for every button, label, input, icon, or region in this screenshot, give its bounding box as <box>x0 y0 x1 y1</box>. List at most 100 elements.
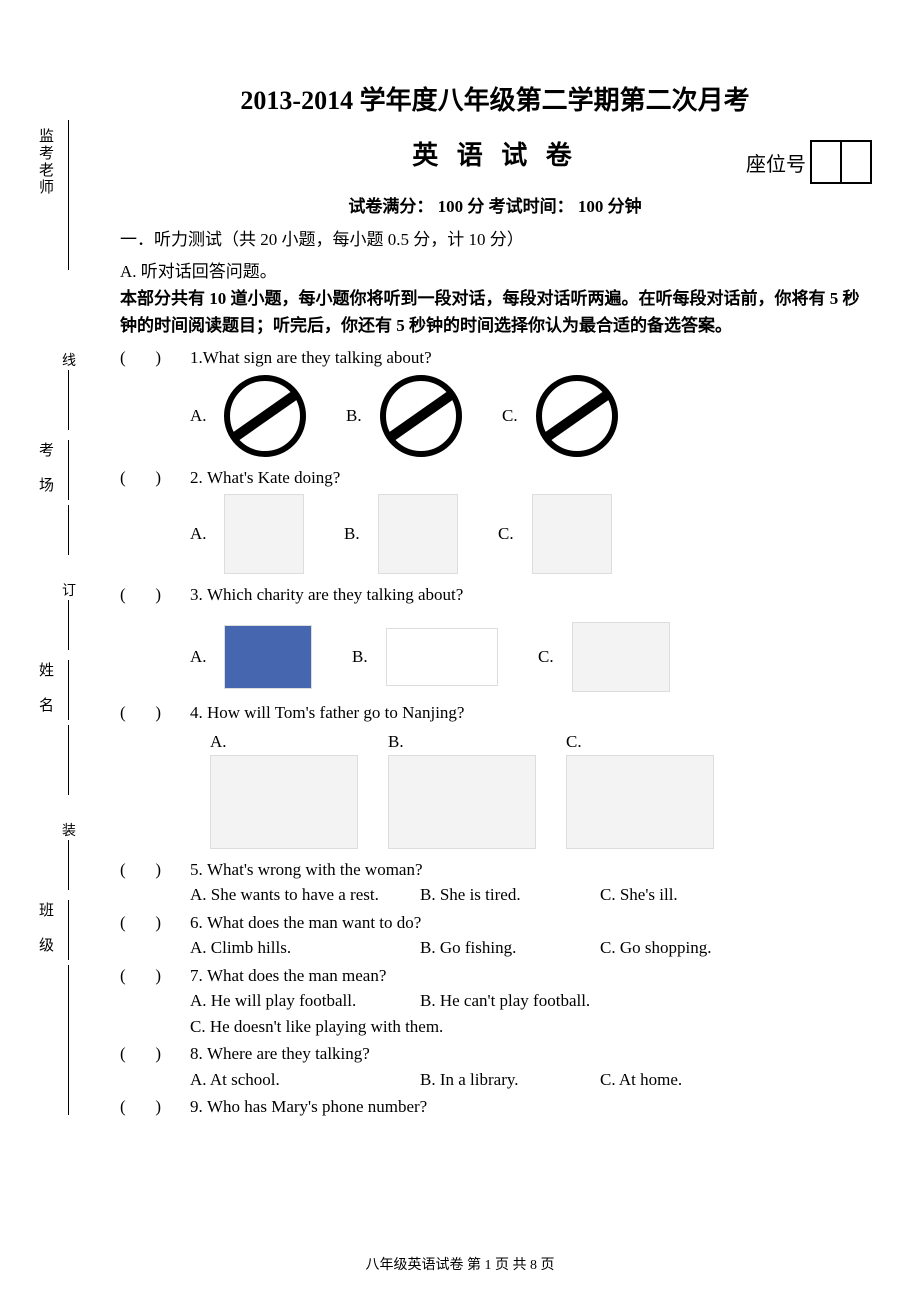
bind-line <box>68 840 69 890</box>
q-text: What's wrong with the woman? <box>207 860 423 879</box>
bind-line <box>68 440 69 500</box>
opt-c: C. He doesn't like playing with them. <box>190 1014 590 1040</box>
opt-a: A. He will play football. <box>190 988 410 1014</box>
q-num: 6 <box>190 913 199 932</box>
answer-blank[interactable]: ( ) <box>120 1094 190 1120</box>
question-9: ( ) 9. Who has Mary's phone number? <box>120 1094 870 1120</box>
answer-blank[interactable]: ( ) <box>120 910 190 936</box>
seat-box: 座位号 <box>746 140 872 184</box>
opt-a: A. She wants to have a rest. <box>190 882 410 908</box>
q-text: What sign are they talking about? <box>203 348 432 367</box>
page-footer: 八年级英语试卷 第 1 页 共 8 页 <box>0 1254 920 1274</box>
opt-a: A. <box>190 403 214 429</box>
bind-mark-zhuang: 装 <box>62 820 76 840</box>
opt-a: A. <box>190 644 214 670</box>
opt-b: B. <box>352 644 376 670</box>
question-7: ( ) 7. What does the man mean? A. He wil… <box>120 963 870 1040</box>
q-text: What does the man want to do? <box>207 913 421 932</box>
activity-image <box>532 494 612 574</box>
q-text: Which charity are they talking about? <box>207 585 463 604</box>
orbis-logo <box>386 628 498 686</box>
q-num: 9 <box>190 1097 199 1116</box>
bind-label-invigilator: 监考老师 <box>18 128 56 196</box>
answer-blank[interactable]: ( ) <box>120 1041 190 1067</box>
bind-line <box>68 370 69 430</box>
bind-label-room: 考 场 <box>18 442 56 494</box>
answer-blank[interactable]: ( ) <box>120 465 190 491</box>
wwf-logo <box>572 622 670 692</box>
bind-line <box>68 965 69 1115</box>
bind-line <box>68 660 69 720</box>
opt-b: B. <box>388 729 412 755</box>
question-2: ( ) 2. What's Kate doing? A. B. C. <box>120 465 870 575</box>
instructions: 本部分共有 10 道小题，每小题你将听到一段对话，每段对话听两遍。在听每段对话前… <box>120 286 870 339</box>
bind-line <box>68 600 69 650</box>
opt-a: A. Climb hills. <box>190 935 410 961</box>
bind-line <box>68 505 69 555</box>
section-1-title: 一．听力测试（共 20 小题，每小题 0.5 分，计 10 分） <box>120 227 870 253</box>
q-num: 8 <box>190 1044 199 1063</box>
exam-page: 监考老师 线 考 场 订 姓 名 装 班 级 座位号 2013-2014 学年度… <box>0 0 920 1302</box>
answer-blank[interactable]: ( ) <box>120 700 190 726</box>
answer-blank[interactable]: ( ) <box>120 857 190 883</box>
opt-b: B. Go fishing. <box>420 935 590 961</box>
opt-c: C. <box>502 403 526 429</box>
seat-grid[interactable] <box>810 140 872 184</box>
opt-a: A. <box>210 729 234 755</box>
question-4: ( ) 4. How will Tom's father go to Nanji… <box>120 700 870 849</box>
plane-image <box>388 755 536 849</box>
sign-icon <box>224 375 306 457</box>
q-num: 7 <box>190 966 199 985</box>
bind-mark-ding: 订 <box>62 580 76 600</box>
seat-cell[interactable] <box>842 142 870 182</box>
activity-image <box>224 494 304 574</box>
bind-line <box>68 725 69 795</box>
opt-c: C. <box>538 644 562 670</box>
opt-b: B. <box>344 521 368 547</box>
seat-cell[interactable] <box>812 142 842 182</box>
part-a-label: A. 听对话回答问题。 <box>120 257 870 282</box>
answer-blank[interactable]: ( ) <box>120 582 190 608</box>
meta-line: 试卷满分： 100 分 考试时间： 100 分钟 <box>120 192 870 217</box>
question-6: ( ) 6. What does the man want to do? A. … <box>120 910 870 961</box>
q-num: 3 <box>190 585 199 604</box>
bus-image <box>210 755 358 849</box>
q-text: What does the man mean? <box>207 966 386 985</box>
train-image <box>566 755 714 849</box>
binding-margin: 监考老师 线 考 场 订 姓 名 装 班 级 <box>18 120 88 1140</box>
opt-b: B. He can't play football. <box>420 988 640 1014</box>
opt-b: B. In a library. <box>420 1067 590 1093</box>
question-3: ( ) 3. Which charity are they talking ab… <box>120 582 870 692</box>
q-text: Who has Mary's phone number? <box>207 1097 427 1116</box>
activity-image <box>378 494 458 574</box>
sign-icon <box>380 375 462 457</box>
bind-mark-xian: 线 <box>62 350 76 370</box>
opt-a: A. <box>190 521 214 547</box>
opt-c: C. <box>498 521 522 547</box>
q-num: 1 <box>190 348 199 367</box>
opt-b: B. <box>346 403 370 429</box>
bind-label-class: 班 级 <box>18 902 56 954</box>
question-1: ( ) 1.What sign are they talking about? … <box>120 345 870 457</box>
opt-a: A. At school. <box>190 1067 410 1093</box>
seat-label: 座位号 <box>746 148 806 177</box>
answer-blank[interactable]: ( ) <box>120 345 190 371</box>
title-main: 2013-2014 学年度八年级第二学期第二次月考 <box>120 80 870 117</box>
question-5: ( ) 5. What's wrong with the woman? A. S… <box>120 857 870 908</box>
opt-c: C. <box>566 729 590 755</box>
q-num: 4 <box>190 703 199 722</box>
q-num: 2 <box>190 468 199 487</box>
q-text: What's Kate doing? <box>207 468 340 487</box>
opt-b: B. She is tired. <box>420 882 590 908</box>
bind-line <box>68 900 69 960</box>
bind-line <box>68 120 69 270</box>
opt-c: C. At home. <box>600 1067 820 1093</box>
bind-label-name: 姓 名 <box>18 662 56 714</box>
unicef-logo <box>224 625 312 689</box>
answer-blank[interactable]: ( ) <box>120 963 190 989</box>
opt-c: C. She's ill. <box>600 882 820 908</box>
opt-c: C. Go shopping. <box>600 935 820 961</box>
q-num: 5 <box>190 860 199 879</box>
sign-icon <box>536 375 618 457</box>
q-text: Where are they talking? <box>207 1044 370 1063</box>
